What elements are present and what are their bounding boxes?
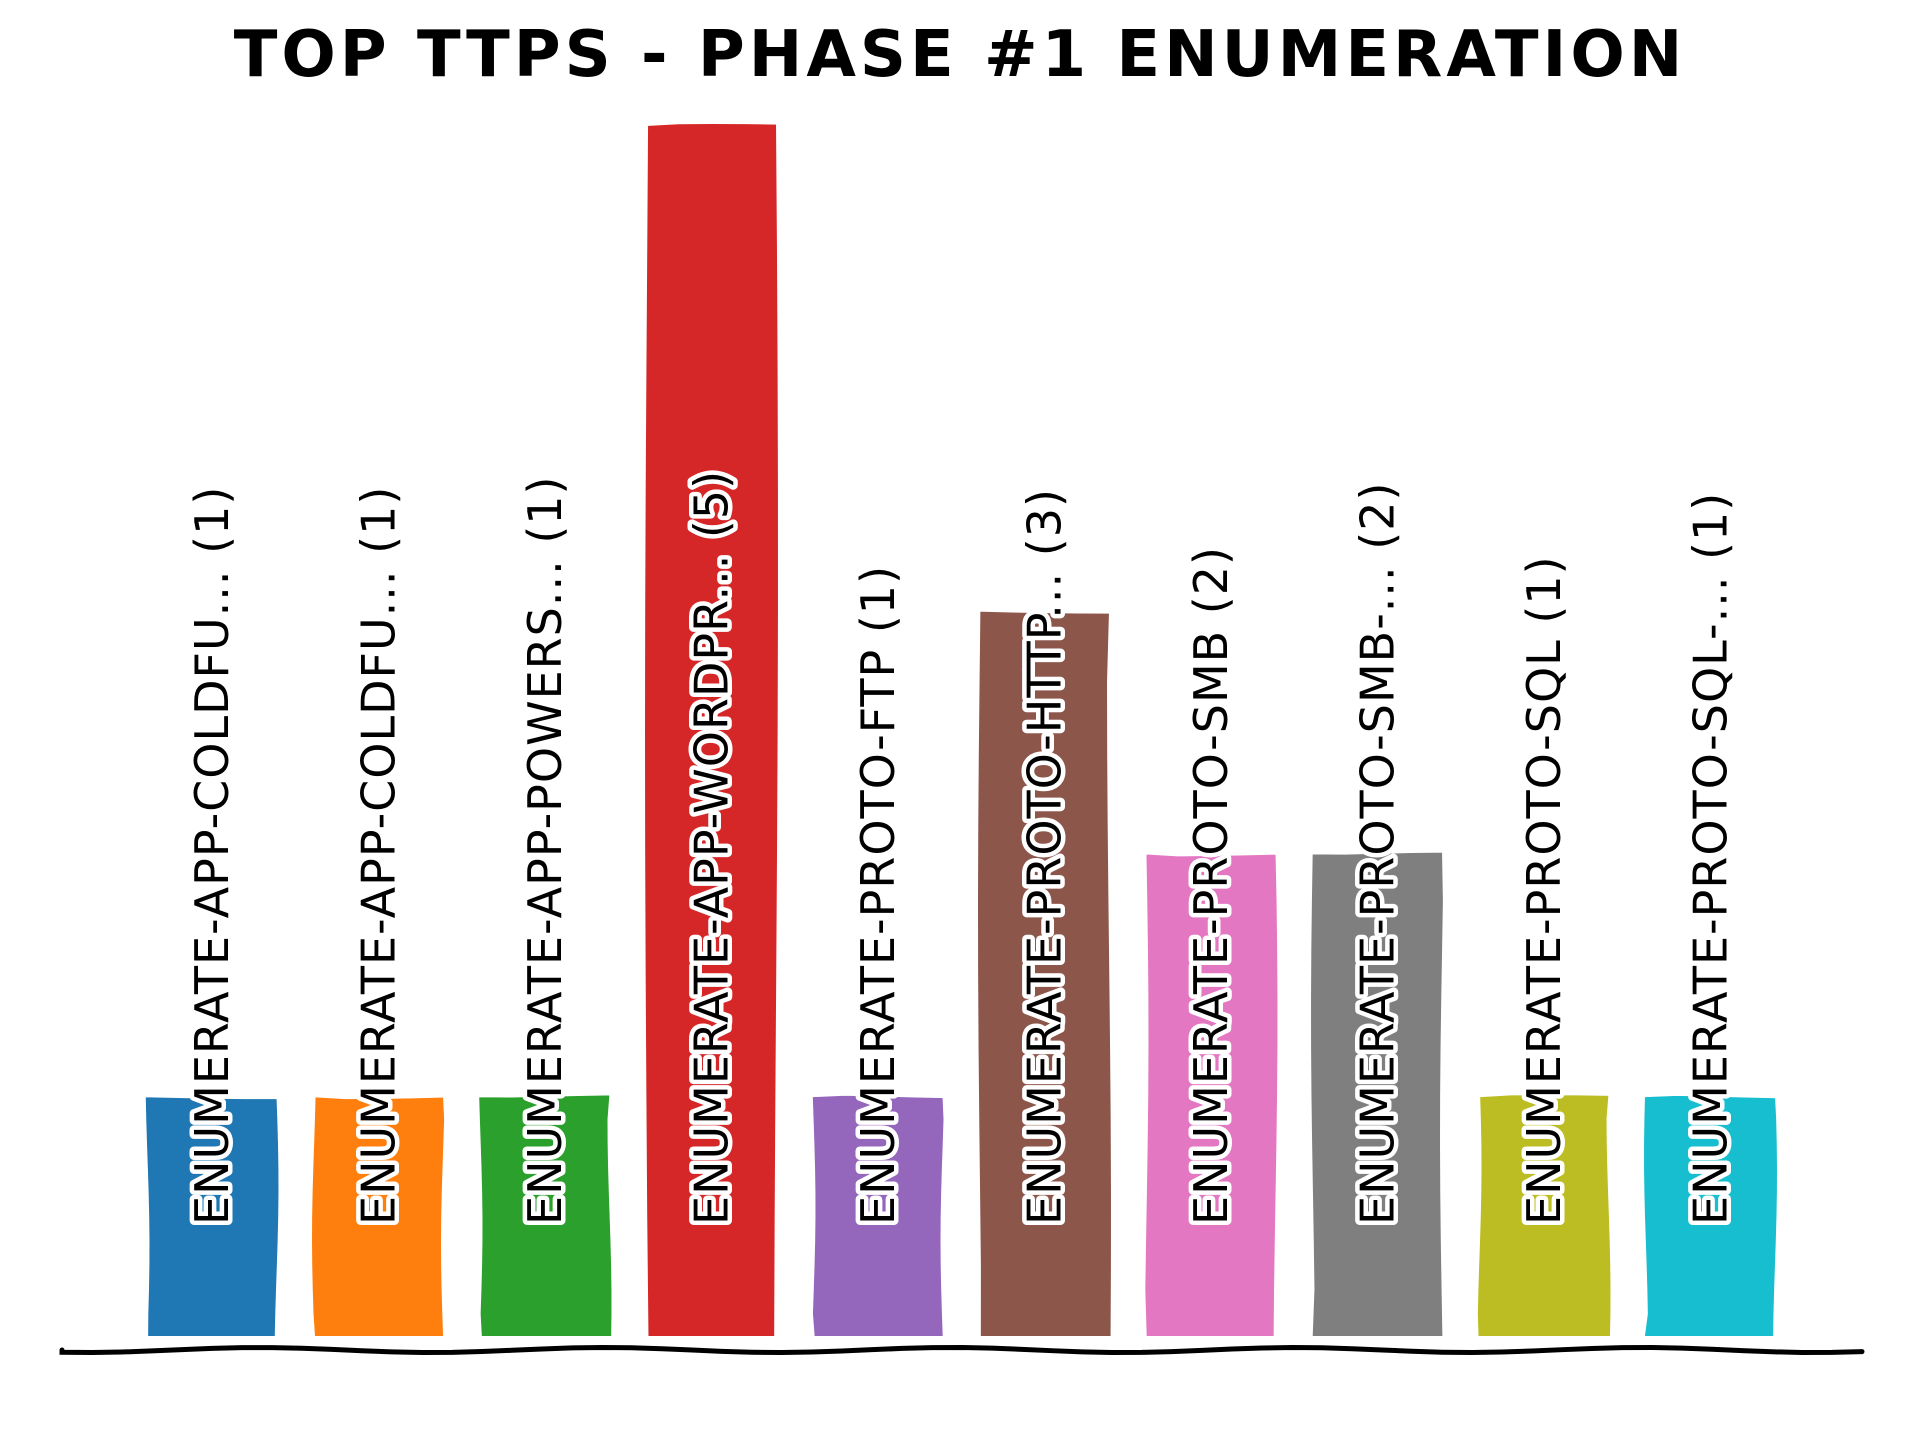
bar-label-8: ENUMERATE-PROTO-SMB-... (2)	[1351, 482, 1405, 1225]
bar-3	[475, 1091, 616, 1340]
bar-8	[1307, 848, 1447, 1340]
bar-1	[141, 1093, 283, 1340]
x-axis-baseline	[59, 1344, 1865, 1356]
bar-label-2: ENUMERATE-APP-COLDFU... (1)	[352, 486, 406, 1225]
bar-label-7: ENUMERATE-PROTO-SMB (2)	[1184, 546, 1238, 1225]
bars-layer	[141, 120, 1781, 1340]
bar-label-6: ENUMERATE-PROTO-HTTP... (3)	[1018, 488, 1072, 1225]
bar-6	[974, 607, 1115, 1340]
bar-label-4: ENUMERATE-APP-WORDPR... (5)	[685, 470, 739, 1225]
bar-label-9: ENUMERATE-PROTO-SQL (1)	[1517, 555, 1571, 1225]
bar-4	[640, 120, 782, 1340]
bar-9	[1473, 1091, 1615, 1340]
bar-2	[308, 1093, 449, 1340]
bar-label-1: ENUMERATE-APP-COLDFU... (1)	[185, 486, 239, 1225]
labels-layer: ENUMERATE-APP-COLDFU... (1) ENUMERATE-APP…	[181, 465, 1743, 1229]
bar-label-10: ENUMERATE-PROTO-SQL-... (1)	[1684, 492, 1738, 1225]
bar-label-3: ENUMERATE-APP-POWERS... (1)	[518, 476, 572, 1225]
chart-title: TOP TTPS - PHASE #1 ENUMERATION	[233, 18, 1687, 92]
bar-5	[808, 1091, 948, 1340]
bar-7	[1141, 850, 1282, 1340]
bar-10	[1640, 1091, 1781, 1340]
bar-label-5: ENUMERATE-PROTO-FTP (1)	[851, 565, 905, 1225]
